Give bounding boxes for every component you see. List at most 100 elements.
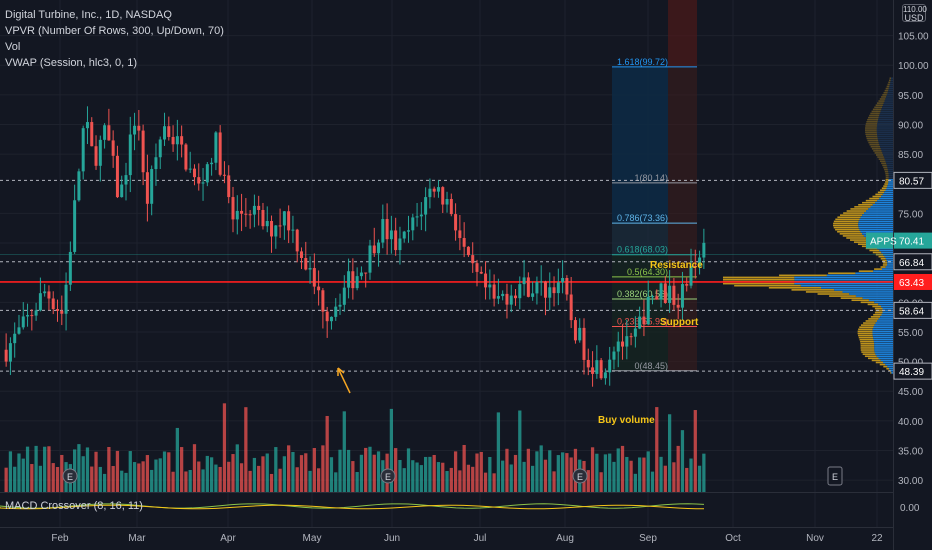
volume-bar bbox=[239, 463, 244, 492]
volume-bar bbox=[55, 467, 60, 492]
vp-bar-up bbox=[885, 257, 893, 260]
candle-body bbox=[655, 296, 659, 300]
volume-bar bbox=[342, 411, 346, 492]
symbol-title[interactable]: Digital Turbine, Inc., 1D, NASDAQ bbox=[5, 9, 172, 21]
vpvr-legend[interactable]: VPVR (Number Of Rows, 300, Up/Down, 70) bbox=[5, 25, 224, 37]
vp-bar-up bbox=[885, 266, 893, 268]
vp-bar-up bbox=[890, 369, 893, 372]
price-label-box bbox=[894, 232, 932, 249]
vp-bar-up bbox=[868, 208, 893, 210]
volume-bar bbox=[672, 462, 676, 492]
vp-bar-up bbox=[886, 187, 893, 189]
vol-legend[interactable]: Vol bbox=[5, 41, 21, 53]
price-tick-label: 85.00 bbox=[898, 150, 923, 161]
vp-bar-up bbox=[888, 181, 893, 183]
volume-bar bbox=[359, 454, 364, 492]
volume-bar bbox=[102, 473, 107, 492]
vp-bar-down bbox=[870, 112, 880, 115]
vp-bar-down bbox=[840, 297, 863, 299]
currency-badge[interactable]: 110.00 USD bbox=[902, 4, 927, 23]
volume-bar bbox=[466, 464, 471, 492]
earnings-icon[interactable] bbox=[572, 468, 588, 484]
vp-bar-up bbox=[884, 255, 893, 258]
volume-bar bbox=[569, 457, 573, 492]
volume-bar bbox=[501, 460, 505, 492]
fib-level-label: 1.618(99.72) bbox=[617, 57, 668, 67]
vp-bar-up bbox=[879, 143, 893, 146]
vp-bar-down bbox=[875, 154, 884, 156]
candle-body bbox=[372, 245, 376, 254]
upcoming-earnings-icon[interactable] bbox=[827, 466, 843, 486]
volume-bar bbox=[432, 454, 436, 492]
volume-bar bbox=[162, 451, 167, 492]
vp-bar-down bbox=[878, 255, 885, 258]
vp-bar-up bbox=[873, 270, 893, 272]
vp-bar-up bbox=[820, 286, 893, 289]
candle-body bbox=[115, 155, 119, 198]
vp-bar-down bbox=[889, 77, 892, 80]
vp-bar-up bbox=[889, 83, 893, 86]
price-tick-label: 45.00 bbox=[898, 387, 923, 398]
volume-bar bbox=[702, 453, 706, 492]
volume-bar bbox=[227, 461, 231, 492]
vp-bar-up bbox=[885, 160, 893, 163]
candle-body bbox=[355, 276, 359, 289]
candle-body bbox=[501, 293, 505, 297]
candle-body bbox=[4, 349, 8, 362]
vp-bar-down bbox=[873, 313, 882, 316]
earnings-icon[interactable] bbox=[380, 468, 396, 484]
vp-bar-up bbox=[873, 340, 893, 343]
vp-bar-up bbox=[874, 347, 893, 349]
vp-bar-down bbox=[842, 235, 864, 237]
volume-bar bbox=[479, 451, 483, 492]
earnings-icon[interactable] bbox=[62, 468, 78, 484]
volume-bar bbox=[47, 446, 51, 492]
vp-bar-down bbox=[839, 233, 863, 235]
vp-bar-up bbox=[876, 355, 893, 358]
volume-bar bbox=[77, 444, 81, 492]
candle-body bbox=[197, 177, 201, 184]
vp-bar-up bbox=[862, 214, 893, 216]
candle-body bbox=[274, 225, 278, 237]
vp-bar-down bbox=[869, 143, 880, 146]
vp-bar-up bbox=[874, 324, 893, 326]
candle-body bbox=[381, 219, 385, 243]
candle-body bbox=[668, 285, 672, 303]
vp-bar-down bbox=[857, 243, 873, 246]
volume-bar bbox=[462, 444, 466, 492]
vp-bar-down bbox=[880, 189, 886, 192]
candle-body bbox=[672, 285, 676, 305]
volume-bar bbox=[633, 473, 637, 492]
vp-bar-up bbox=[887, 262, 893, 264]
vp-bar-up bbox=[874, 351, 893, 353]
vp-bar-up bbox=[880, 316, 893, 318]
volume-bar bbox=[650, 471, 655, 492]
volume-bar bbox=[364, 447, 368, 492]
candle-body bbox=[64, 284, 68, 314]
candle-body bbox=[402, 231, 406, 239]
volume-bar bbox=[685, 467, 689, 492]
candle-body bbox=[509, 295, 513, 305]
candle-body bbox=[539, 281, 543, 283]
candle-body bbox=[231, 197, 235, 220]
price-label-value: 63.43 bbox=[899, 278, 924, 289]
vp-bar-down bbox=[875, 193, 883, 196]
candle-body bbox=[167, 126, 171, 137]
candle-body bbox=[522, 277, 526, 285]
vp-bar-up bbox=[878, 141, 893, 144]
macd-legend[interactable]: MACD Crossover (8, 16, 11) bbox=[5, 500, 143, 512]
candle-body bbox=[21, 316, 25, 328]
volume-bar bbox=[509, 464, 513, 492]
volume-bar bbox=[218, 466, 222, 492]
vwap-legend[interactable]: VWAP (Session, hlc3, 0, 1) bbox=[5, 57, 138, 69]
vp-bar-up bbox=[887, 264, 893, 266]
volume-bar bbox=[492, 473, 496, 492]
volume-bar bbox=[94, 451, 98, 492]
volume-bar bbox=[453, 451, 458, 492]
volume-bar bbox=[81, 456, 85, 492]
macd-pane bbox=[0, 503, 705, 510]
volume-bar bbox=[355, 472, 359, 492]
candle-body bbox=[432, 188, 436, 192]
vp-bar-down bbox=[835, 218, 860, 221]
